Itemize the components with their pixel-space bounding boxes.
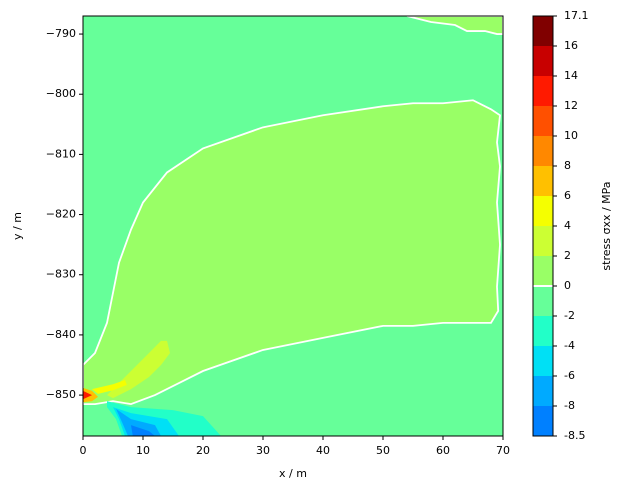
colorbar-tick-label: -4 xyxy=(564,339,575,352)
colorbar-band xyxy=(533,346,553,376)
colorbar-band xyxy=(533,316,553,346)
colorbar-band xyxy=(533,286,553,316)
contour-region xyxy=(92,380,127,394)
contour-region xyxy=(83,99,501,406)
plot-area xyxy=(83,16,503,436)
colorbar-band xyxy=(533,106,553,136)
contour-region xyxy=(116,408,161,436)
y-tick-label: −800 xyxy=(46,87,76,100)
x-tick-label: 40 xyxy=(316,444,330,457)
colorbar-band xyxy=(533,196,553,226)
colorbar-band xyxy=(533,226,553,256)
y-tick-label: −810 xyxy=(46,147,76,160)
colorbar-band xyxy=(533,406,553,436)
y-tick-label: −830 xyxy=(46,268,76,281)
colorbar-tick-label: 17.1 xyxy=(564,9,589,22)
x-tick-label: 0 xyxy=(80,444,87,457)
contour-region xyxy=(131,425,155,436)
colorbar-label: stress σxx / MPa xyxy=(600,181,613,270)
colorbar-band xyxy=(533,166,553,196)
colorbar-band xyxy=(533,46,553,76)
y-tick-label: −820 xyxy=(46,208,76,221)
colorbar-tick-label: 0 xyxy=(564,279,571,292)
colorbar-band xyxy=(533,16,553,46)
colorbar-tick-label: -2 xyxy=(564,309,575,322)
colorbar-tick-label: 14 xyxy=(564,69,578,82)
colorbar-tick-label: 2 xyxy=(564,249,571,262)
colorbar-tick-label: -8 xyxy=(564,399,575,412)
colorbar-band xyxy=(533,76,553,106)
contour-region xyxy=(406,16,503,35)
colorbar-tick-label: 4 xyxy=(564,219,571,232)
colorbar-tick-label: 10 xyxy=(564,129,578,142)
plot-frame xyxy=(82,15,504,437)
colorbar-band xyxy=(533,376,553,406)
colorbar-tick-label: 6 xyxy=(564,189,571,202)
x-tick-label: 20 xyxy=(196,444,210,457)
x-tick-label: 30 xyxy=(256,444,270,457)
y-tick-label: −840 xyxy=(46,328,76,341)
y-tick-label: −790 xyxy=(46,27,76,40)
x-tick-label: 70 xyxy=(496,444,510,457)
contour-region xyxy=(83,390,92,400)
x-tick-label: 60 xyxy=(436,444,450,457)
x-axis-label: x / m xyxy=(279,467,307,480)
colorbar-tick-label: 12 xyxy=(564,99,578,112)
colorbar-tick-label: -6 xyxy=(564,369,575,382)
x-tick-label: 50 xyxy=(376,444,390,457)
colorbar-tick-label: 8 xyxy=(564,159,571,172)
colorbar-band xyxy=(533,256,553,286)
y-axis-label: y / m xyxy=(11,212,24,240)
colorbar-band xyxy=(533,136,553,166)
colorbar-tick-label: -8.5 xyxy=(564,429,585,442)
x-tick-label: 10 xyxy=(136,444,150,457)
colorbar-tick-label: 16 xyxy=(564,39,578,52)
y-tick-label: −850 xyxy=(46,388,76,401)
